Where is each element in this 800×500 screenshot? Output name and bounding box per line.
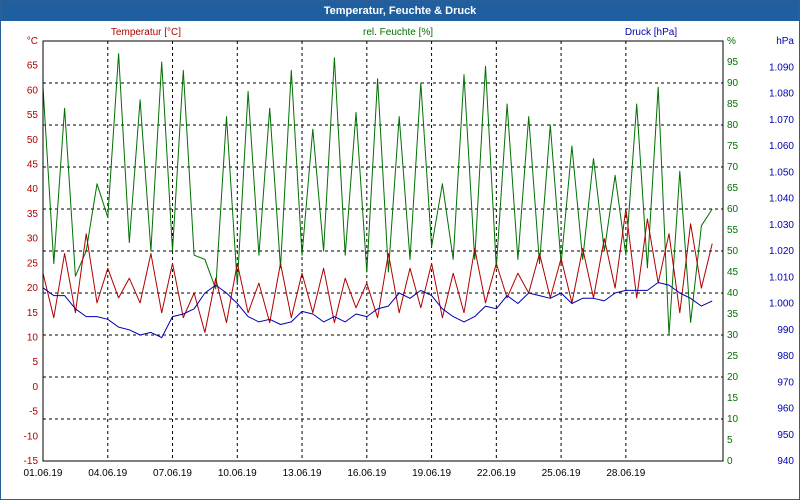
x-tick-label: 13.06.19	[283, 468, 322, 479]
humidity-tick-label: 10	[727, 414, 739, 425]
x-tick-label: 28.06.19	[606, 468, 645, 479]
humidity-tick-label: 90	[727, 78, 739, 89]
pressure-tick-label: 960	[777, 404, 794, 415]
pressure-tick-label: 1.060	[769, 141, 794, 152]
temperature-tick-label: 5	[32, 357, 38, 368]
humidity-tick-label: 95	[727, 57, 739, 68]
x-tick-label: 10.06.19	[218, 468, 257, 479]
pressure-tick-label: 1.050	[769, 167, 794, 178]
humidity-tick-label: 80	[727, 120, 739, 131]
humidity-tick-label: 85	[727, 99, 739, 110]
series-line-temperature	[42, 208, 713, 333]
humidity-tick-label: 0	[727, 456, 733, 467]
pressure-unit-label: hPa	[776, 36, 794, 47]
temperature-tick-label: 25	[27, 258, 39, 269]
legend-humidity: rel. Feuchte [%]	[363, 27, 433, 38]
pressure-tick-label: 1.020	[769, 246, 794, 257]
humidity-tick-label: 50	[727, 246, 739, 257]
pressure-tick-label: 970	[777, 377, 794, 388]
humidity-tick-label: 30	[727, 330, 739, 341]
axes: -15 -10 -5 0 5 10 15 20 25 30 35 40 45 50 55 60 65 °C 0 5 10…	[24, 36, 795, 479]
temperature-tick-label: 45	[27, 160, 39, 171]
x-tick-label: 07.06.19	[153, 468, 192, 479]
humidity-tick-label: 45	[727, 267, 739, 278]
pressure-tick-label: 950	[777, 430, 794, 441]
plot-frame	[42, 40, 724, 462]
humidity-tick-label: 70	[727, 162, 739, 173]
series-line-humidity	[42, 53, 713, 336]
temperature-unit-label: °C	[27, 36, 38, 47]
humidity-tick-label: 40	[727, 288, 739, 299]
x-tick-label: 25.06.19	[542, 468, 581, 479]
humidity-tick-label: 5	[727, 435, 733, 446]
humidity-tick-label: 15	[727, 393, 739, 404]
humidity-tick-label: 65	[727, 183, 739, 194]
humidity-tick-label: 60	[727, 204, 739, 215]
temperature-tick-label: 40	[27, 184, 39, 195]
pressure-tick-label: 1.010	[769, 272, 794, 283]
pressure-tick-label: 1.000	[769, 299, 794, 310]
x-tick-label: 19.06.19	[412, 468, 451, 479]
humidity-unit-label: %	[727, 36, 736, 47]
x-tick-label: 16.06.19	[347, 468, 386, 479]
temperature-tick-label: 50	[27, 135, 39, 146]
legend: Temperatur [°C] rel. Feuchte [%] Druck […	[111, 27, 677, 38]
legend-temperature: Temperatur [°C]	[111, 27, 181, 38]
temperature-tick-label: 15	[27, 308, 39, 319]
temperature-tick-label: -15	[24, 456, 39, 467]
legend-pressure: Druck [hPa]	[625, 27, 677, 38]
humidity-tick-label: 25	[727, 351, 739, 362]
pressure-tick-label: 940	[777, 456, 794, 467]
pressure-tick-label: 1.090	[769, 62, 794, 73]
pressure-tick-label: 1.040	[769, 194, 794, 205]
temperature-tick-label: -10	[24, 431, 39, 442]
pressure-tick-label: 1.030	[769, 220, 794, 231]
temperature-tick-label: 10	[27, 332, 39, 343]
humidity-tick-label: 20	[727, 372, 739, 383]
series	[42, 53, 713, 339]
humidity-tick-label: 35	[727, 309, 739, 320]
temperature-tick-label: 55	[27, 110, 39, 121]
pressure-tick-label: 980	[777, 351, 794, 362]
temperature-tick-label: 35	[27, 209, 39, 220]
series-line-pressure	[42, 282, 713, 339]
pressure-tick-label: 1.080	[769, 89, 794, 100]
humidity-tick-label: 55	[727, 225, 739, 236]
x-tick-label: 01.06.19	[24, 468, 63, 479]
temperature-tick-label: 60	[27, 85, 39, 96]
temperature-tick-label: 65	[27, 61, 39, 72]
humidity-tick-label: 75	[727, 141, 739, 152]
temperature-tick-label: 20	[27, 283, 39, 294]
temperature-tick-label: 0	[32, 382, 38, 393]
pressure-tick-label: 990	[777, 325, 794, 336]
x-tick-label: 22.06.19	[477, 468, 516, 479]
temperature-tick-label: -5	[29, 407, 38, 418]
pressure-tick-label: 1.070	[769, 115, 794, 126]
window-title: Temperatur, Feuchte & Druck	[1, 1, 799, 21]
temperature-tick-label: 30	[27, 234, 39, 245]
x-tick-label: 04.06.19	[88, 468, 127, 479]
